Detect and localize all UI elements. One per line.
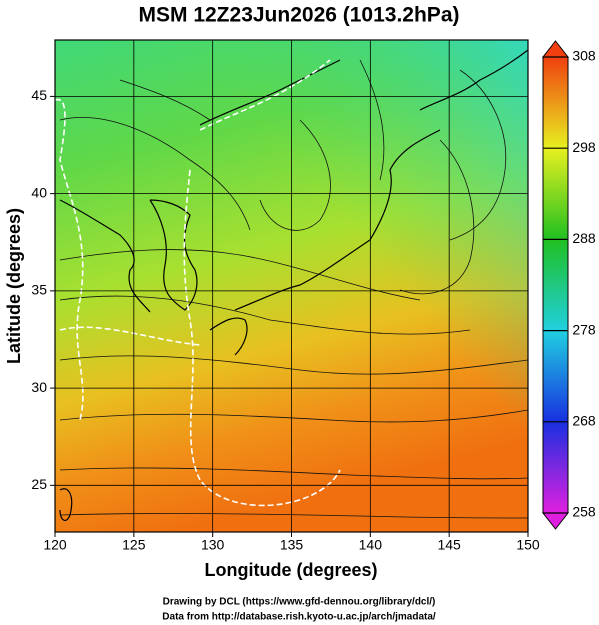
x-axis-label: Longitude (degrees) bbox=[204, 560, 377, 580]
colorbar-scale bbox=[542, 56, 569, 514]
colorbar-tick-label: 278 bbox=[572, 321, 596, 337]
title: MSM 12Z23Jun2026 (1013.2hPa) bbox=[139, 4, 460, 27]
x-tick-label: 120 bbox=[43, 537, 67, 553]
colorbar-top-triangle bbox=[541, 40, 570, 58]
x-tick-label: 140 bbox=[359, 537, 383, 553]
y-tick-label: 35 bbox=[31, 282, 47, 298]
coastlines bbox=[59, 49, 528, 522]
plot-frame bbox=[54, 39, 529, 533]
colorbar-tick-label: 308 bbox=[572, 48, 596, 64]
x-tick-label: 130 bbox=[201, 537, 225, 553]
y-tick-label: 40 bbox=[31, 184, 47, 200]
y-axis-label: Latitude (degrees) bbox=[4, 208, 24, 364]
y-tick-label: 30 bbox=[31, 379, 47, 395]
x-tick-label: 125 bbox=[122, 537, 146, 553]
colorbar bbox=[541, 40, 570, 530]
y-tick-label: 45 bbox=[31, 87, 47, 103]
x-tick-label: 135 bbox=[280, 537, 304, 553]
x-tick-label: 145 bbox=[437, 537, 461, 553]
y-tick-label: 25 bbox=[31, 476, 47, 492]
footer-line: Drawing by DCL (https://www.gfd-dennou.o… bbox=[163, 597, 436, 608]
footer-line: Data from http://database.rish.kyoto-u.a… bbox=[162, 612, 436, 623]
colorbar-tick-label: 258 bbox=[572, 504, 596, 520]
x-tick-label: 150 bbox=[516, 537, 540, 553]
colorbar-tick-label: 288 bbox=[572, 230, 596, 246]
colorbar-tick-label: 268 bbox=[572, 413, 596, 429]
colorbar-bottom-triangle bbox=[541, 512, 570, 530]
colorbar-tick-label: 298 bbox=[572, 139, 596, 155]
contours bbox=[55, 59, 341, 507]
